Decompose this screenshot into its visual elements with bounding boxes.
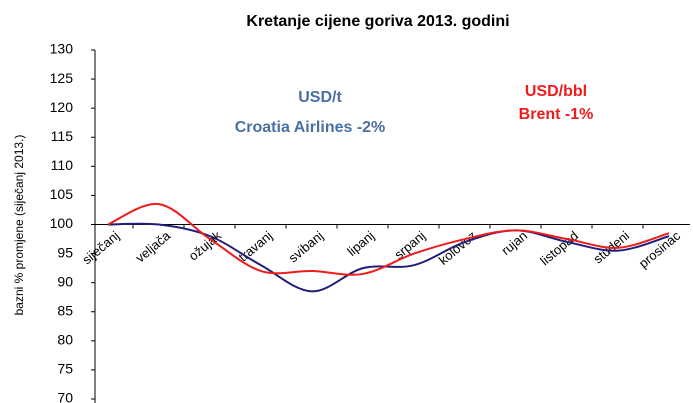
y-tick-label: 110 bbox=[51, 157, 74, 173]
y-tick-label: 130 bbox=[50, 41, 74, 57]
annotation: Brent -1% bbox=[519, 106, 594, 123]
y-axis-label: bazni % promjene (siječanj 2013.) bbox=[12, 135, 26, 316]
y-tick-label: 90 bbox=[57, 273, 73, 289]
y-tick-label: 125 bbox=[50, 70, 74, 86]
x-tick-label: prosinac bbox=[636, 228, 684, 271]
x-tick-label: veljača bbox=[132, 227, 173, 265]
series-line bbox=[107, 203, 670, 276]
y-tick-label: 100 bbox=[50, 215, 74, 231]
x-tick-label: lipanj bbox=[344, 228, 377, 259]
annotation: USD/t bbox=[298, 89, 342, 106]
y-tick-label: 75 bbox=[57, 361, 73, 377]
x-tick-label: travanj bbox=[236, 228, 276, 265]
chart-title: Kretanje cijene goriva 2013. godini bbox=[246, 13, 509, 30]
x-tick-label: rujan bbox=[498, 228, 530, 258]
series-line bbox=[107, 222, 670, 293]
annotation: Croatia Airlines -2% bbox=[235, 119, 386, 136]
y-tick-label: 80 bbox=[57, 332, 73, 348]
annotation: USD/bbl bbox=[525, 83, 587, 100]
x-tick-label: svibanj bbox=[285, 228, 326, 266]
y-tick-label: 105 bbox=[50, 186, 74, 202]
y-tick-label: 115 bbox=[51, 128, 74, 144]
y-tick-label: 70 bbox=[57, 390, 73, 403]
x-tick-label: siječanj bbox=[79, 228, 122, 267]
x-tick-label: kolovoz bbox=[436, 228, 479, 268]
x-tick-label: srpanj bbox=[391, 228, 428, 262]
y-tick-label: 85 bbox=[57, 302, 73, 318]
y-tick-label: 120 bbox=[50, 99, 74, 115]
y-tick-label: 95 bbox=[57, 244, 73, 260]
